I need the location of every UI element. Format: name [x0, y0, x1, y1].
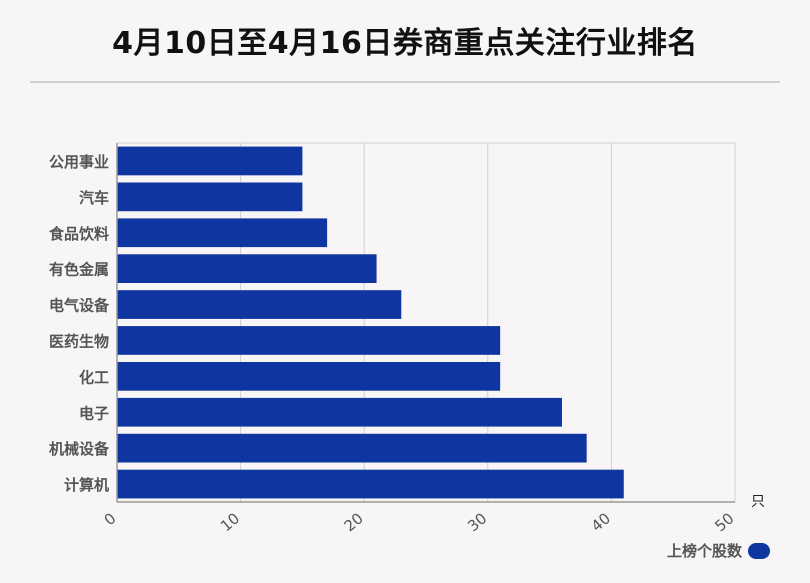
category-label: 电气设备 — [49, 297, 110, 315]
bar-7 — [117, 361, 501, 391]
legend-swatch — [748, 542, 770, 559]
category-label: 机械设备 — [49, 440, 110, 458]
bar-1 — [117, 146, 303, 176]
bar-2 — [117, 182, 303, 212]
category-label: 食品饮料 — [49, 225, 109, 243]
category-label: 化工 — [79, 368, 109, 386]
x-tick-label: 30 — [464, 509, 490, 535]
bar-5 — [117, 290, 402, 319]
category-label: 公用事业 — [49, 153, 109, 171]
bar-3 — [117, 218, 328, 248]
bar-9 — [117, 433, 587, 463]
x-tick-label: 10 — [217, 509, 243, 535]
category-label: 汽车 — [79, 189, 109, 207]
bar-10 — [117, 469, 624, 499]
legend-label: 上榜个股数 — [666, 542, 742, 560]
legend: 上榜个股数 — [667, 540, 770, 561]
x-tick-label: 20 — [341, 509, 367, 535]
x-unit-label: 只 — [751, 494, 765, 510]
title-divider — [30, 81, 780, 83]
x-tick-label: 50 — [711, 509, 737, 535]
category-label: 电子 — [79, 404, 109, 422]
bar-6 — [117, 326, 501, 355]
category-label: 医药生物 — [49, 332, 109, 350]
category-label: 有色金属 — [49, 261, 109, 279]
bar-4 — [117, 254, 377, 284]
x-tick-label: 0 — [101, 509, 120, 529]
bar-8 — [117, 397, 562, 427]
category-label: 计算机 — [64, 476, 109, 494]
x-tick-label: 40 — [588, 509, 614, 535]
chart-title: 4月10日至4月16日券商重点关注行业排名 — [112, 26, 698, 61]
